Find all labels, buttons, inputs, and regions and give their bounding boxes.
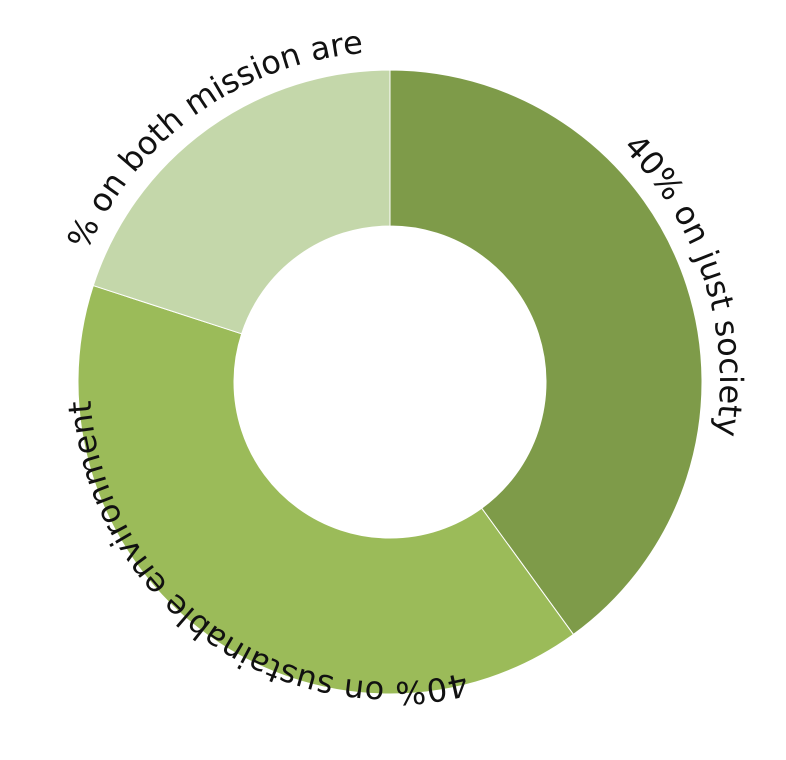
slice-sustainable-environment xyxy=(77,284,575,695)
slice-both-mission-areas xyxy=(92,69,391,335)
donut-slices xyxy=(77,69,703,695)
slice-just-society xyxy=(389,69,703,636)
